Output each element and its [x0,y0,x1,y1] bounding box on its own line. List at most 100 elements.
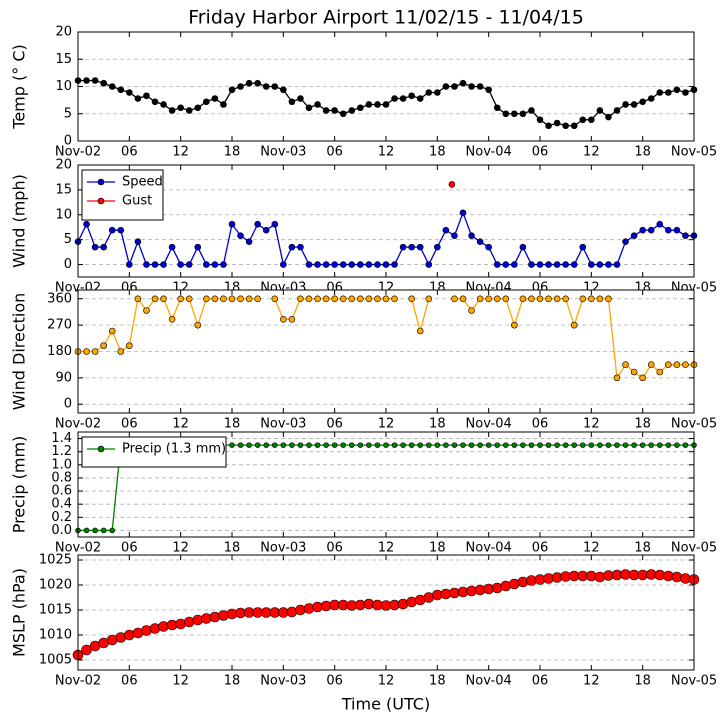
data-point [459,295,467,303]
data-point [673,361,681,368]
data-point [177,104,184,112]
x-tick-label: Nov-05 [671,145,717,160]
data-point [596,261,604,268]
data-point [639,374,646,382]
data-point [391,95,398,102]
data-point [323,442,329,448]
data-point [83,348,90,355]
data-point [476,238,484,245]
y-tick-label: 0.0 [51,523,72,538]
data-point [605,295,612,303]
data-point [339,261,347,268]
data-point [459,209,467,217]
data-point [305,295,313,303]
data-point [511,442,518,448]
data-point [528,442,535,448]
data-point [117,348,125,355]
data-point [365,295,373,303]
x-tick-label: Nov-02 [55,417,101,432]
data-point [596,107,604,114]
data-point [416,327,424,335]
data-point [545,295,552,303]
data-point [630,101,638,108]
x-tick-label: 18 [634,541,651,556]
data-point [288,243,296,251]
y-tick-label: 20 [55,25,72,40]
data-point [597,442,603,448]
data-point [357,104,364,112]
data-point [168,107,176,114]
data-point [460,442,466,448]
data-point [185,295,193,303]
data-point [605,442,612,448]
data-point [451,442,458,448]
data-point [160,295,167,303]
data-point [91,77,99,84]
y-tick-label: 0 [64,257,72,272]
data-point [246,442,252,448]
data-point [476,295,484,303]
data-point [554,442,560,448]
data-point [468,83,475,90]
y-tick-label: 0.8 [51,470,72,485]
data-point [511,261,518,268]
x-tick-label: 06 [532,417,549,432]
x-tick-label: 06 [326,145,343,160]
data-point [365,261,373,268]
data-point [570,321,578,329]
data-point [220,261,227,268]
data-point [374,101,381,108]
data-point [579,243,587,251]
data-point [245,79,253,87]
data-point [91,348,99,355]
data-point [443,442,449,448]
data-point [391,295,398,303]
plot-frame [77,31,695,142]
data-point [425,442,432,448]
data-point [571,442,578,448]
data-point [468,307,475,314]
plot-frame [77,289,695,414]
data-point [81,644,92,656]
x-tick-label: Nov-05 [671,417,717,432]
data-point [477,442,483,448]
data-point [382,261,390,268]
data-point [305,261,313,268]
data-point [177,295,184,303]
data-point [322,261,330,268]
data-point [280,261,287,268]
x-tick-label: 06 [532,674,549,689]
data-point [536,116,544,124]
data-point [374,295,381,303]
x-tick-label: Nov-04 [466,541,512,556]
data-point [314,442,321,448]
data-point [673,86,681,94]
data-point [528,295,535,303]
y-tick-label: 0.2 [51,510,72,525]
series-line [78,297,258,353]
y-tick-label: 360 [47,291,72,306]
x-tick-label: 18 [429,417,446,432]
data-point [665,442,672,448]
data-point [630,368,638,376]
data-point [185,261,193,268]
data-point [425,261,433,268]
y-tick-label: 1010 [39,628,72,643]
data-point [160,261,167,268]
data-point [340,442,347,448]
data-point [339,110,347,118]
data-point [451,232,458,239]
data-point [493,104,501,112]
data-point [254,79,261,87]
data-point [614,442,620,448]
y-axis-label: Wind (mph) [10,174,29,268]
data-point [331,107,338,114]
data-point [322,295,330,303]
legend-marker [97,197,105,205]
x-tick-label: 12 [583,674,600,689]
data-point [229,442,235,448]
data-point [579,442,586,448]
data-point [288,98,296,106]
x-tick-label: 06 [532,145,549,160]
data-point [237,442,244,448]
